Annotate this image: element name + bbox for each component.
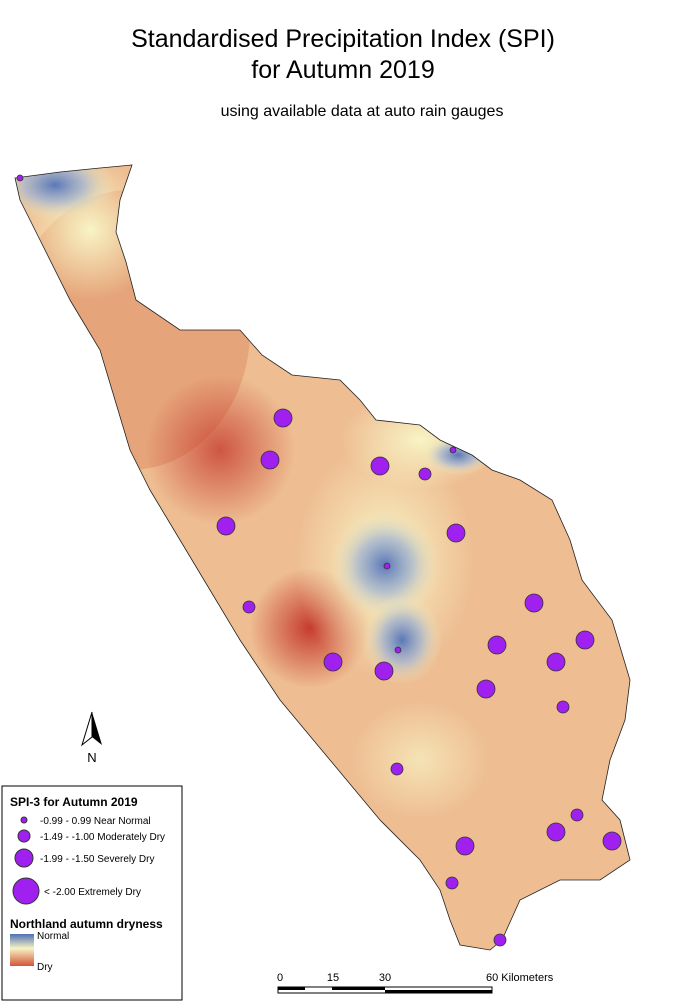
rain-gauge bbox=[493, 933, 507, 947]
rain-gauge bbox=[242, 600, 256, 614]
rain-gauge bbox=[370, 456, 390, 476]
rain-gauge bbox=[374, 661, 394, 681]
rain-gauge bbox=[455, 836, 475, 856]
north-label: N bbox=[87, 750, 96, 765]
north-arrow: N bbox=[81, 711, 102, 765]
rain-gauge bbox=[546, 652, 566, 672]
rain-gauge bbox=[390, 762, 404, 776]
rain-gauge bbox=[394, 646, 402, 654]
rain-gauge bbox=[602, 831, 622, 851]
title: Standardised Precipitation Index (SPI) bbox=[131, 25, 555, 53]
rain-gauges bbox=[16, 174, 622, 947]
rain-gauge bbox=[546, 822, 566, 842]
scale-bar: 0 15 30 60 Kilometers bbox=[277, 972, 554, 994]
rain-gauge bbox=[418, 467, 432, 481]
scale-label: 15 bbox=[327, 972, 339, 984]
rain-gauge bbox=[575, 630, 595, 650]
legend-low: Dry bbox=[37, 962, 53, 973]
rain-gauge bbox=[16, 174, 24, 182]
scale-label: 0 bbox=[277, 972, 283, 984]
legend: SPI-3 for Autumn 2019 -0.99 - 0.99 Near … bbox=[1, 785, 183, 1001]
rain-gauge bbox=[445, 876, 459, 890]
legend-item: -1.99 - -1.50 Severely Dry bbox=[40, 854, 155, 865]
rain-gauge bbox=[524, 593, 544, 613]
legend-item: -1.49 - -1.00 Moderately Dry bbox=[40, 832, 165, 843]
subtitle: using available data at auto rain gauges bbox=[221, 103, 504, 120]
scale-label: 30 bbox=[379, 972, 391, 984]
legend-subtitle: Northland autumn dryness bbox=[10, 917, 163, 931]
title: for Autumn 2019 bbox=[251, 56, 434, 84]
rain-gauge bbox=[570, 808, 584, 822]
rain-gauge bbox=[323, 652, 343, 672]
rain-gauge bbox=[487, 635, 507, 655]
legend-item: -0.99 - 0.99 Near Normal bbox=[40, 816, 151, 827]
rain-gauge bbox=[476, 679, 496, 699]
rain-gauge bbox=[260, 450, 280, 470]
rain-gauge bbox=[273, 408, 293, 428]
scale-label: 60 Kilometers bbox=[486, 972, 554, 984]
rain-gauge bbox=[216, 516, 236, 536]
rain-gauge bbox=[446, 523, 466, 543]
legend-high: Normal bbox=[37, 931, 69, 942]
rain-gauge bbox=[556, 700, 570, 714]
rain-gauge bbox=[449, 446, 457, 454]
rain-gauge bbox=[383, 562, 391, 570]
legend-item: < -2.00 Extremely Dry bbox=[44, 887, 141, 898]
legend-title: SPI-3 for Autumn 2019 bbox=[10, 795, 138, 809]
